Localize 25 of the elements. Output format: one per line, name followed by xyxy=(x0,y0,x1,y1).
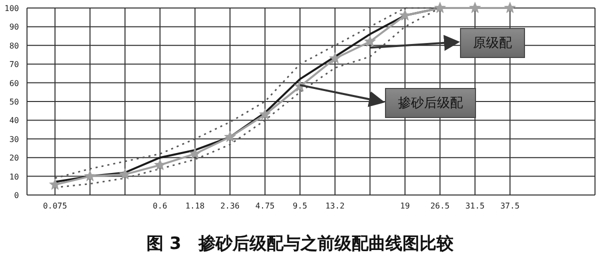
text: 图 3 掺砂后级配与之前级配曲线图比较 xyxy=(146,233,454,255)
x-tick-label: 26.5 xyxy=(430,202,450,211)
y-tick-label: 50 xyxy=(9,98,20,106)
x-tick-label: 13.2 xyxy=(325,202,345,211)
y-tick-label: 10 xyxy=(9,172,20,182)
y-tick-label: 40 xyxy=(9,116,20,126)
x-tick-label: 31.5 xyxy=(465,202,485,211)
x-tick-label: 0.075 xyxy=(42,202,68,211)
x-tick-label: 9.5 xyxy=(292,202,308,211)
y-tick-label: 90 xyxy=(9,22,20,32)
x-tick-label: 1.18 xyxy=(185,202,205,211)
x-tick-label: 2.36 xyxy=(220,202,240,211)
x-tick-label: 0.6 xyxy=(152,202,168,211)
name-box: 掺砂后级配 xyxy=(385,88,476,118)
x-tick-label: 19 xyxy=(400,202,410,211)
x-tick-label: 4.75 xyxy=(255,202,275,211)
y-tick-label: 0 xyxy=(14,191,20,200)
y-tick-label: 20 xyxy=(9,154,20,163)
y-tick-label: 70 xyxy=(9,60,20,70)
x-tick-label: 37.5 xyxy=(500,202,520,211)
y-tick-label: 100 xyxy=(4,4,20,13)
name-box: 原级配 xyxy=(460,28,525,58)
y-tick-label: 60 xyxy=(9,78,20,88)
y-tick-label: 30 xyxy=(9,134,20,144)
y-tick-label: 80 xyxy=(9,41,20,50)
